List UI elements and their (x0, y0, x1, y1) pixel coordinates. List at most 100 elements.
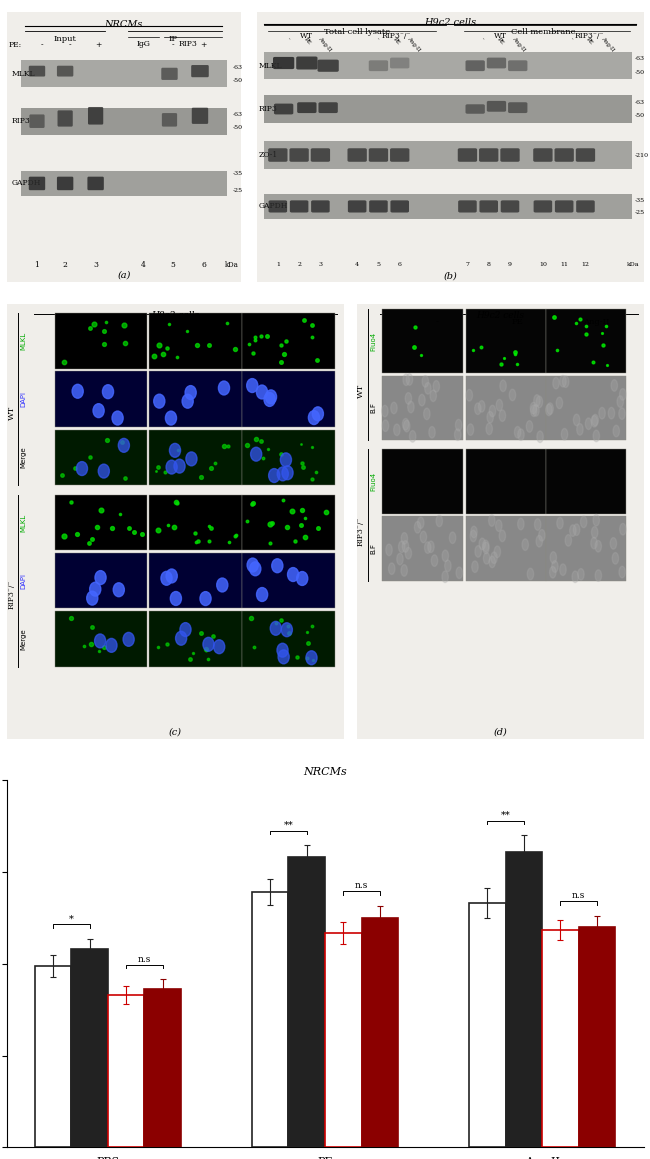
Bar (242, 611, 335, 666)
Ellipse shape (456, 420, 462, 431)
Text: -: - (40, 42, 43, 50)
Text: PE: PE (512, 318, 523, 326)
FancyBboxPatch shape (500, 148, 520, 162)
Ellipse shape (394, 424, 400, 436)
FancyBboxPatch shape (29, 115, 45, 127)
FancyBboxPatch shape (465, 104, 485, 114)
Ellipse shape (113, 583, 124, 597)
Text: -210: -210 (635, 153, 649, 158)
FancyBboxPatch shape (369, 201, 388, 212)
Bar (149, 372, 242, 428)
Text: ZO-1: ZO-1 (259, 151, 278, 159)
FancyBboxPatch shape (369, 148, 388, 162)
Bar (35, 965, 72, 1147)
Ellipse shape (470, 530, 476, 541)
Ellipse shape (103, 385, 114, 399)
Bar (546, 450, 627, 513)
Ellipse shape (200, 591, 211, 605)
Ellipse shape (182, 394, 193, 408)
Ellipse shape (123, 633, 134, 647)
Ellipse shape (586, 418, 592, 430)
Text: RIP3: RIP3 (11, 117, 30, 125)
Text: 3: 3 (318, 262, 322, 268)
Text: IP: IP (168, 35, 177, 43)
Ellipse shape (560, 376, 566, 387)
FancyBboxPatch shape (88, 107, 103, 124)
Ellipse shape (552, 378, 559, 389)
Bar (55, 313, 148, 369)
Text: 8: 8 (487, 262, 491, 268)
Text: n.s: n.s (138, 955, 151, 964)
Text: Ang-II: Ang-II (600, 36, 615, 52)
FancyBboxPatch shape (479, 148, 499, 162)
Ellipse shape (536, 396, 543, 408)
Ellipse shape (617, 395, 623, 407)
Ellipse shape (118, 438, 129, 452)
Text: NRCMs: NRCMs (105, 20, 143, 29)
Bar (242, 313, 335, 369)
Ellipse shape (599, 407, 605, 418)
Bar (542, 930, 578, 1147)
Ellipse shape (500, 380, 506, 392)
Ellipse shape (419, 394, 425, 406)
Text: PE: PE (496, 36, 505, 45)
Ellipse shape (185, 386, 196, 400)
Text: +: + (95, 42, 101, 50)
Ellipse shape (277, 643, 288, 657)
Ellipse shape (312, 407, 324, 421)
Ellipse shape (536, 535, 543, 547)
FancyBboxPatch shape (390, 148, 410, 162)
Ellipse shape (472, 561, 478, 573)
Ellipse shape (442, 571, 448, 583)
Ellipse shape (547, 403, 553, 415)
Ellipse shape (154, 394, 165, 408)
Text: DAPI: DAPI (20, 392, 27, 407)
Bar (382, 450, 463, 513)
Text: PE: PE (190, 318, 202, 326)
Text: -63: -63 (233, 65, 243, 70)
Text: (d): (d) (493, 728, 507, 737)
Ellipse shape (408, 401, 414, 413)
FancyBboxPatch shape (317, 59, 339, 72)
Text: -50: -50 (233, 78, 243, 83)
Ellipse shape (216, 578, 228, 592)
FancyBboxPatch shape (465, 60, 485, 71)
Bar (265, 95, 632, 123)
Ellipse shape (595, 570, 601, 582)
Text: kDa: kDa (225, 261, 239, 269)
Text: 9: 9 (508, 262, 512, 268)
Ellipse shape (404, 421, 410, 432)
Bar (382, 516, 463, 581)
Text: Merge: Merge (20, 446, 27, 468)
Text: IgG: IgG (136, 41, 151, 48)
Ellipse shape (494, 546, 500, 557)
Text: -35: -35 (233, 172, 243, 176)
Ellipse shape (595, 540, 601, 552)
Bar (242, 430, 335, 486)
Text: RIP3⁻/⁻: RIP3⁻/⁻ (575, 32, 604, 39)
Ellipse shape (247, 379, 258, 393)
Bar (465, 450, 546, 513)
Ellipse shape (428, 541, 434, 553)
Text: n.s: n.s (572, 891, 585, 901)
Ellipse shape (578, 569, 584, 581)
Bar (149, 495, 242, 551)
FancyBboxPatch shape (296, 57, 317, 70)
Bar (149, 430, 242, 486)
FancyBboxPatch shape (87, 176, 104, 190)
Text: Fluo4: Fluo4 (370, 472, 377, 491)
Text: 11: 11 (560, 262, 568, 268)
Text: **: ** (283, 821, 293, 830)
Ellipse shape (277, 467, 289, 481)
Text: RIP3⁻/⁻: RIP3⁻/⁻ (8, 580, 16, 610)
Ellipse shape (398, 541, 405, 553)
Text: Input: Input (54, 35, 77, 43)
FancyBboxPatch shape (191, 65, 209, 78)
Ellipse shape (456, 567, 463, 578)
FancyBboxPatch shape (554, 148, 574, 162)
Ellipse shape (475, 546, 482, 557)
Ellipse shape (466, 389, 473, 401)
FancyBboxPatch shape (57, 110, 73, 126)
Text: -: - (480, 36, 485, 41)
Text: Fluo4: Fluo4 (370, 331, 377, 350)
